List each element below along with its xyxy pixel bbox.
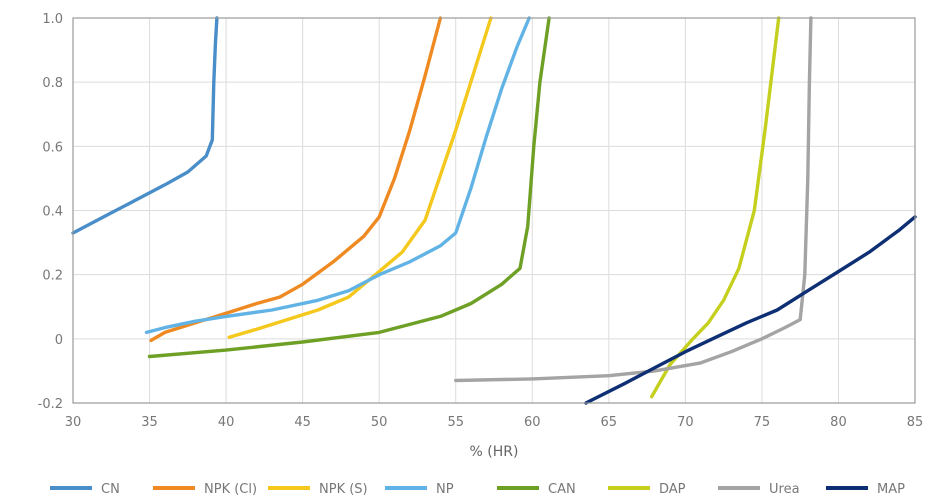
y-tick-label: 0.4 xyxy=(42,205,63,220)
legend-item-npk-cl: NPK (Cl) xyxy=(153,482,257,497)
x-axis-ticks: 30 35 40 45 50 55 60 65 70 75 80 85 xyxy=(65,415,924,430)
legend-label: NPK (S) xyxy=(319,482,368,497)
legend-item-np: NP xyxy=(385,482,454,497)
x-tick-label: 55 xyxy=(447,415,464,430)
x-tick-label: 80 xyxy=(830,415,847,430)
legend-item-can: CAN xyxy=(497,482,576,497)
x-tick-label: 30 xyxy=(65,415,82,430)
legend-label: DAP xyxy=(659,482,686,497)
legend-label: CAN xyxy=(548,482,576,497)
x-tick-label: 35 xyxy=(141,415,158,430)
data-series xyxy=(71,16,917,405)
y-tick-label: 0.8 xyxy=(42,76,63,91)
legend-label: NP xyxy=(436,482,454,497)
series-line-urea xyxy=(454,16,813,383)
grid-lines xyxy=(73,18,915,403)
legend-label: MAP xyxy=(877,482,905,497)
x-tick-label: 65 xyxy=(601,415,618,430)
y-tick-label: 0 xyxy=(55,333,63,348)
legend-label: CN xyxy=(101,482,120,497)
y-axis-ticks: -0.2 0 0.2 0.4 0.6 0.8 1.0 xyxy=(38,12,63,412)
series-line-np xyxy=(144,16,531,335)
x-tick-label: 70 xyxy=(677,415,694,430)
x-tick-label: 75 xyxy=(754,415,771,430)
plot-frame xyxy=(72,17,916,404)
x-tick-label: 40 xyxy=(218,415,235,430)
x-tick-label: 85 xyxy=(907,415,924,430)
legend-item-urea: Urea xyxy=(718,482,800,497)
legend-item-map: MAP xyxy=(826,482,905,497)
x-tick-label: 60 xyxy=(524,415,541,430)
legend: CN NPK (Cl) NPK (S) NP CAN DAP Urea MAP xyxy=(50,482,905,497)
x-tick-label: 50 xyxy=(371,415,388,430)
legend-item-cn: CN xyxy=(50,482,120,497)
series-line-can xyxy=(147,16,551,359)
y-tick-label: 0.6 xyxy=(42,140,63,155)
legend-item-npk-s: NPK (S) xyxy=(268,482,368,497)
x-tick-label: 45 xyxy=(294,415,311,430)
x-axis-title: % (HR) xyxy=(470,444,519,460)
series-line-cn xyxy=(71,16,219,235)
series-line-map xyxy=(584,215,917,405)
legend-label: NPK (Cl) xyxy=(204,482,257,497)
y-tick-label: 1.0 xyxy=(42,12,63,27)
y-tick-label: -0.2 xyxy=(38,397,63,412)
y-tick-label: 0.2 xyxy=(42,269,63,284)
legend-label: Urea xyxy=(769,482,800,497)
legend-item-dap: DAP xyxy=(608,482,686,497)
